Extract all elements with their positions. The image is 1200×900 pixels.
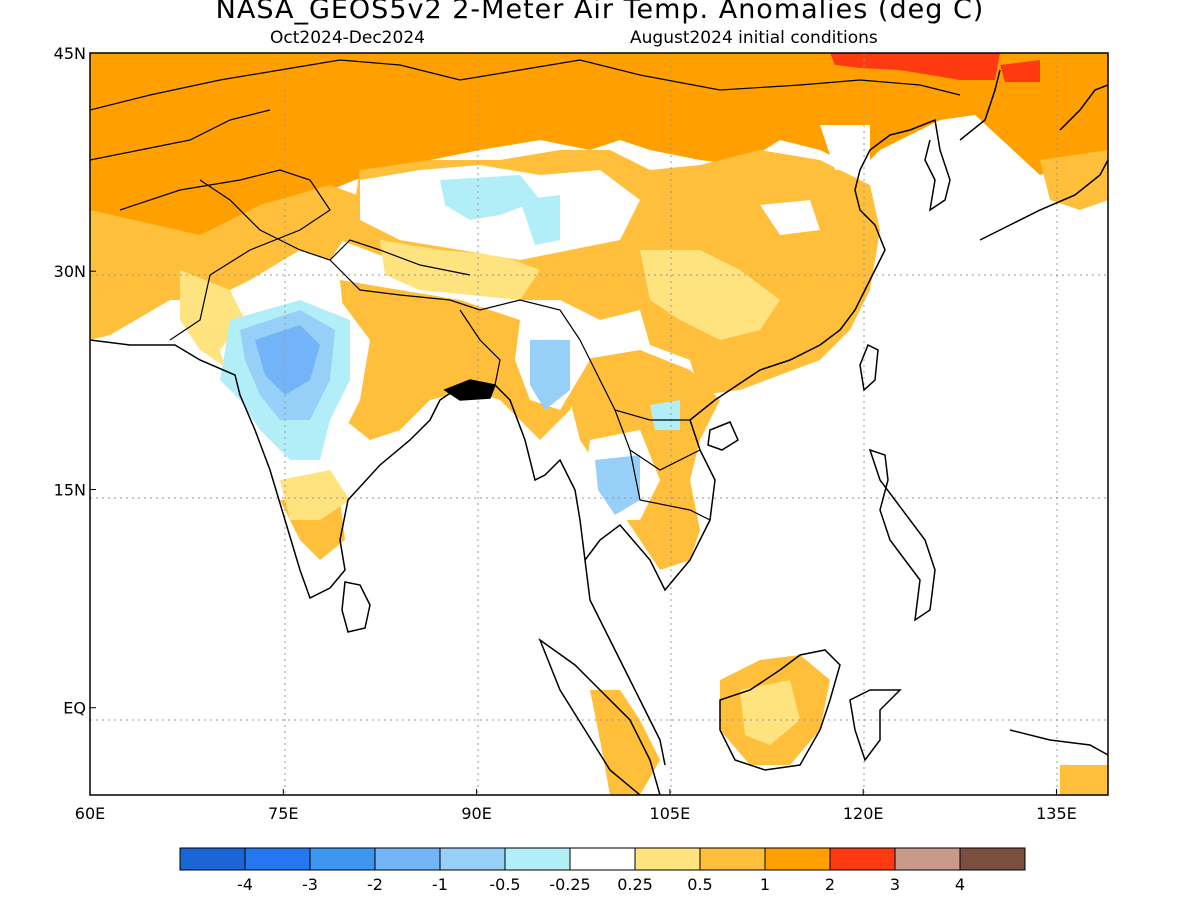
map-gridlines [90, 53, 1108, 795]
country-borders [90, 59, 961, 521]
colorbar-swatch [764, 847, 831, 871]
colorbar-swatch [439, 847, 506, 871]
colorbar-label: -4 [237, 875, 253, 894]
colorbar-label: 0.25 [617, 875, 653, 894]
colorbar-label: 2 [825, 875, 835, 894]
colorbar-swatch [959, 847, 1026, 871]
lon-tick-label: 75E [268, 804, 298, 823]
map-frame [89, 52, 1109, 796]
colorbar-label: 0.5 [687, 875, 712, 894]
forecast-period: Oct2024-Dec2024 [270, 28, 425, 48]
initial-conditions: August2024 initial conditions [630, 28, 878, 48]
lon-tick-label: 120E [843, 804, 884, 823]
lat-tick-label: 30N [54, 262, 86, 281]
colorbar-label: -2 [367, 875, 383, 894]
colorbar-swatch [504, 847, 571, 871]
colorbar-label: -3 [302, 875, 318, 894]
colorbar-label: 4 [955, 875, 965, 894]
colorbar-swatch [179, 847, 246, 871]
colorbar-swatch [634, 847, 701, 871]
colorbar-label: -0.25 [549, 875, 590, 894]
colorbar-label: 3 [890, 875, 900, 894]
colorbar: -4 -3 -2 -1 -0.5 -0.25 0.25 0.5 1 2 3 4 [179, 847, 1026, 894]
colorbar-swatch [894, 847, 961, 871]
colorbar-swatch [244, 847, 311, 871]
coastlines [90, 69, 1108, 795]
lon-tick-label: 105E [650, 804, 691, 823]
axis-ticks: 60E 75E 90E 105E 120E 135E 45N 30N 15N EQ [54, 44, 1077, 823]
lat-tick-label: 45N [54, 44, 86, 63]
lon-tick-label: 135E [1036, 804, 1077, 823]
colorbar-swatch [699, 847, 766, 871]
lat-tick-label: 15N [54, 480, 86, 499]
lon-tick-label: 60E [75, 804, 105, 823]
colorbar-label: -1 [432, 875, 448, 894]
colorbar-label: -0.5 [489, 875, 520, 894]
map-title: NASA_GEOS5v2 2-Meter Air Temp. Anomalies… [215, 0, 985, 25]
colorbar-swatch [374, 847, 441, 871]
lat-tick-label: EQ [63, 699, 86, 718]
colorbar-swatch [309, 847, 376, 871]
colorbar-swatch [829, 847, 896, 871]
lon-tick-label: 90E [461, 804, 491, 823]
colorbar-label: 1 [760, 875, 770, 894]
colorbar-swatch [569, 847, 636, 871]
